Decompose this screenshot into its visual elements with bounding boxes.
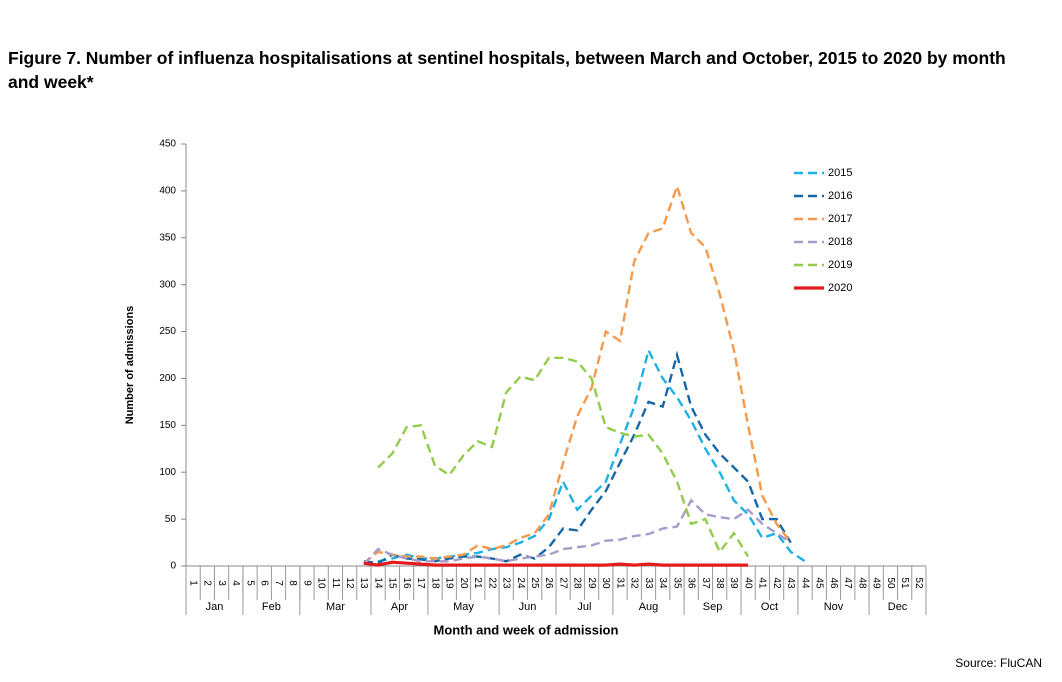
x-tick-label: 27 [557, 577, 568, 589]
month-label: Oct [761, 601, 778, 613]
x-tick-label: 21 [472, 577, 483, 589]
x-tick-label: 1 [187, 580, 198, 586]
x-tick-label: 2 [202, 580, 213, 586]
x-tick-label: 31 [614, 577, 625, 589]
month-label: Feb [262, 601, 281, 613]
month-label: Jan [206, 601, 224, 613]
y-tick-label: 100 [159, 467, 176, 478]
x-tick-label: 26 [543, 577, 554, 589]
legend-label: 2016 [828, 190, 852, 202]
x-tick-label: 6 [259, 580, 270, 586]
x-tick-label: 36 [686, 577, 697, 589]
month-label: Apr [391, 601, 408, 613]
x-tick-label: 40 [742, 577, 753, 589]
series-line [363, 350, 792, 565]
x-tick-label: 28 [572, 577, 583, 589]
x-tick-label: 47 [842, 577, 853, 589]
x-tick-label: 42 [771, 577, 782, 589]
x-tick-label: 29 [586, 577, 597, 589]
x-tick-label: 45 [814, 577, 825, 589]
month-label: Sep [703, 601, 723, 613]
month-label: Jun [519, 601, 537, 613]
x-tick-label: 48 [856, 577, 867, 589]
x-tick-label: 49 [871, 577, 882, 589]
x-tick-label: 7 [273, 580, 284, 586]
series-line [377, 356, 750, 558]
source: Source: FluCAN [955, 656, 1042, 670]
x-tick-label: 3 [216, 580, 227, 586]
y-tick-label: 300 [159, 279, 176, 290]
x-tick-label: 20 [458, 577, 469, 589]
x-tick-label: 52 [913, 577, 924, 589]
series-line [363, 182, 792, 565]
x-tick-label: 39 [728, 577, 739, 589]
x-tick-label: 35 [671, 577, 682, 589]
y-tick-label: 50 [165, 514, 177, 525]
y-tick-label: 250 [159, 326, 176, 337]
month-label: Nov [824, 601, 844, 613]
x-axis-title: Month and week of admission [434, 622, 619, 637]
x-tick-label: 46 [828, 577, 839, 589]
month-label: Dec [888, 601, 908, 613]
month-label: Mar [326, 601, 345, 613]
y-tick-label: 0 [170, 561, 176, 572]
legend-label: 2018 [828, 236, 852, 248]
month-label: Jul [577, 601, 591, 613]
y-axis-title: Number of admissions [124, 306, 136, 425]
x-tick-label: 23 [501, 577, 512, 589]
x-tick-label: 37 [700, 577, 711, 589]
x-tick-label: 17 [415, 577, 426, 589]
x-tick-label: 34 [657, 577, 668, 589]
x-tick-label: 5 [244, 580, 255, 586]
x-tick-label: 38 [714, 577, 725, 589]
x-tick-label: 15 [387, 577, 398, 589]
x-tick-label: 14 [372, 577, 383, 589]
month-label: Aug [639, 601, 659, 613]
x-tick-label: 51 [899, 577, 910, 589]
x-tick-label: 18 [429, 577, 440, 589]
x-tick-label: 11 [330, 578, 341, 589]
chart-title: Figure 7. Number of influenza hospitalis… [8, 48, 1006, 92]
x-tick-label: 44 [799, 577, 810, 589]
x-tick-label: 50 [885, 577, 896, 589]
x-tick-label: 33 [643, 577, 654, 589]
x-tick-label: 41 [757, 577, 768, 589]
legend-label: 2019 [828, 259, 852, 271]
y-tick-label: 400 [159, 186, 176, 197]
y-tick-label: 450 [159, 139, 176, 150]
y-tick-label: 150 [159, 420, 176, 431]
x-tick-label: 12 [344, 577, 355, 589]
legend-label: 2015 [828, 167, 852, 179]
series-line [363, 498, 792, 565]
series-line [363, 560, 749, 567]
series-line [363, 346, 806, 566]
x-tick-label: 24 [515, 577, 526, 589]
y-tick-label: 350 [159, 232, 176, 243]
x-tick-label: 9 [301, 580, 312, 586]
legend-label: 2020 [828, 282, 852, 294]
x-tick-label: 13 [358, 577, 369, 589]
x-tick-label: 8 [287, 580, 298, 586]
x-tick-label: 43 [785, 577, 796, 589]
y-tick-label: 200 [159, 373, 176, 384]
x-tick-label: 19 [444, 577, 455, 589]
x-tick-label: 4 [230, 580, 241, 586]
x-tick-label: 30 [600, 577, 611, 589]
legend-label: 2017 [828, 213, 852, 225]
x-tick-label: 32 [629, 577, 640, 589]
month-label: May [453, 601, 474, 613]
x-tick-label: 25 [529, 577, 540, 589]
x-tick-label: 16 [401, 577, 412, 589]
x-tick-label: 22 [486, 577, 497, 589]
x-tick-label: 10 [316, 577, 327, 589]
